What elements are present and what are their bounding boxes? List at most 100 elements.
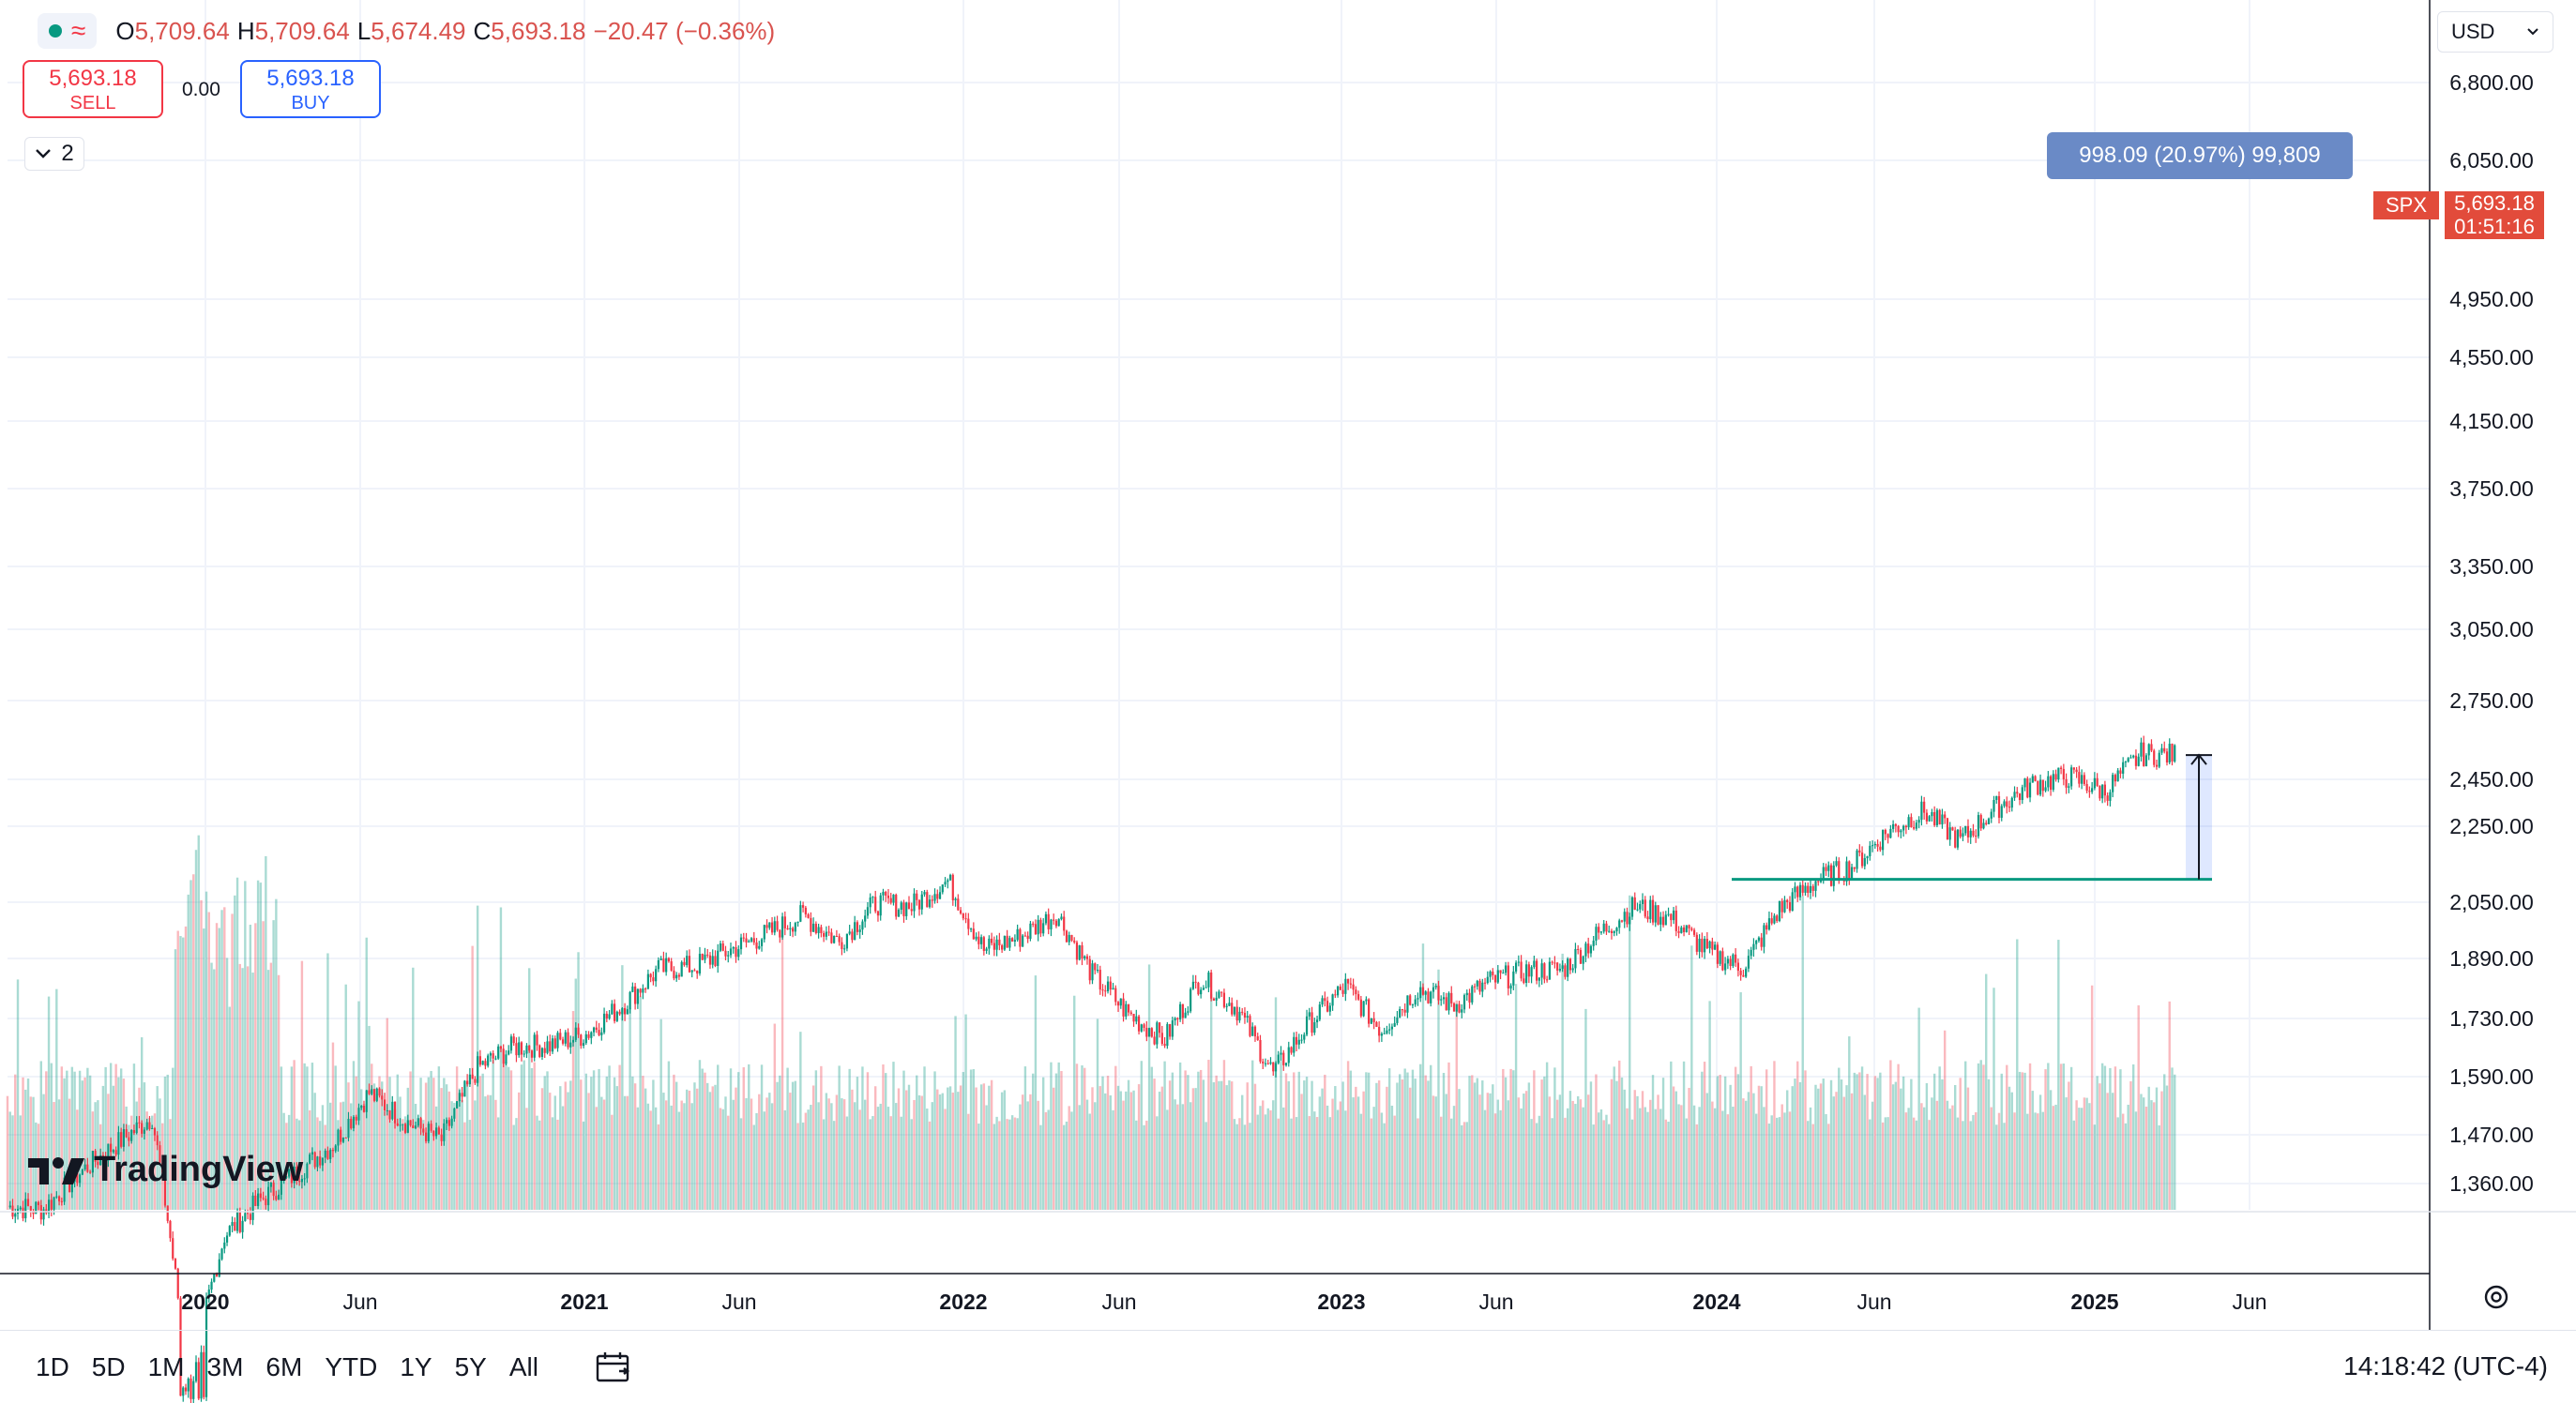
volume-bar [1966,1087,1970,1210]
indicators-collapse-button[interactable]: 2 [24,137,84,171]
range-5y[interactable]: 5Y [454,1351,487,1381]
volume-bar [502,1064,505,1210]
sell-button[interactable]: 5,693.18 SELL [23,60,163,118]
volume-bar [714,1084,717,1210]
candle-body [2047,776,2050,788]
volume-bar [2075,1100,2078,1210]
tradingview-logo[interactable]: TradingView [28,1150,303,1190]
volume-bar [1006,1119,1008,1210]
candle-body [306,1163,309,1179]
candle-body [1592,941,1595,946]
candle-body [434,1127,438,1137]
volume-bar [1698,1107,1701,1210]
candle-body [1610,930,1614,933]
price-candles [8,735,2176,1403]
calendar-range-icon[interactable] [595,1350,632,1384]
candle-body [1561,965,1564,970]
volume-bar [287,1114,291,1210]
candle-body [368,1090,371,1094]
volume-bar [1253,1083,1257,1210]
candle-body [1517,961,1520,963]
candle-body [1137,1016,1141,1032]
candle-body [172,1238,174,1260]
range-1d[interactable]: 1D [36,1351,69,1381]
candle-body [259,1193,262,1199]
volume-bar [2069,1066,2073,1210]
volume-bar [1997,1112,2001,1210]
range-ytd[interactable]: YTD [325,1351,378,1381]
candle-body [2150,744,2153,751]
candle-body [1210,972,1213,999]
volume-bar [262,921,265,1210]
volume-bar [375,1094,378,1210]
last-price-label: 5,693.18 [2445,191,2544,216]
candle-body [1300,1039,1303,1041]
volume-bar [55,988,58,1210]
candle-body [1339,986,1341,990]
volume-bar [838,1065,841,1210]
candle-body [381,1095,384,1100]
volume-bar [1602,1120,1605,1210]
candle-body [1437,986,1440,1001]
candle-body [1452,1003,1456,1012]
buy-button[interactable]: 5,693.18 BUY [240,60,381,118]
volume-bar [1383,1123,1386,1210]
volume-bar [1493,1113,1497,1210]
candle-body [985,948,988,951]
volume-bar [440,1088,443,1210]
volume-bar [851,1089,854,1210]
candle-body [1873,843,1876,846]
clock-timezone[interactable]: 14:18:42 (UTC-4) [2343,1351,2548,1380]
candle-body [995,939,998,950]
candle-body [1690,928,1693,930]
volume-bar [1716,1076,1720,1210]
volume-bar [505,1062,508,1210]
price-axis-label: 3,750.00 [2449,476,2534,501]
range-all[interactable]: All [508,1351,538,1381]
volume-bar [1189,1102,1192,1210]
volume-bar [192,874,195,1210]
candle-body [14,1214,17,1217]
volume-bar [842,1099,846,1210]
range-6m[interactable]: 6M [265,1351,303,1381]
volume-bar [765,1097,768,1210]
gear-icon[interactable] [2482,1283,2510,1316]
volume-bar [1719,1075,1721,1210]
currency-select[interactable]: USD [2437,11,2553,53]
range-1y[interactable]: 1Y [400,1351,432,1381]
volume-bar [143,1082,146,1210]
candle-body [290,1169,293,1184]
range-5d[interactable]: 5D [91,1351,126,1381]
volume-bar [841,1098,843,1210]
legend-toggle[interactable]: ≈ [38,13,98,49]
measure-tool[interactable] [1732,753,2212,882]
candle-body [406,1120,409,1133]
candle-body [737,949,740,958]
volume-bar [1595,1074,1598,1210]
volume-bar [1150,1066,1154,1210]
candle-body [110,1143,113,1153]
candle-body [923,892,926,895]
candle-body [2049,776,2053,791]
candle-body [957,898,960,911]
volume-bar [584,1073,587,1210]
volume-bar [876,1107,880,1210]
volume-bar [215,923,219,1210]
volume-bar [272,920,275,1210]
candle-body [2052,774,2054,791]
candle-body [205,1297,208,1397]
candle-body [900,902,902,911]
volume-bar [1639,1108,1642,1210]
candle-body [1917,820,1920,823]
volume-bar [1380,1112,1384,1210]
volume-bar [680,1100,683,1210]
candle-body [1414,999,1417,1005]
candle-body [509,1036,513,1051]
range-1m[interactable]: 1M [147,1351,185,1381]
candle-body [1773,915,1776,924]
measure-label[interactable]: 998.09 (20.97%) 99,809 [2047,132,2353,179]
candle-body [1629,916,1631,925]
range-3m[interactable]: 3M [206,1351,244,1381]
volume-bar [618,1064,621,1210]
